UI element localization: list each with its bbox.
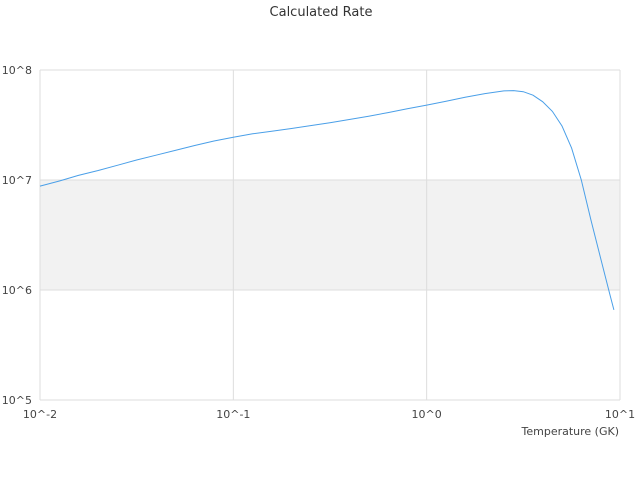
x-tick-label: 10^-1 bbox=[216, 408, 250, 421]
x-tick-label: 10^1 bbox=[605, 408, 635, 421]
x-tick-label: 10^0 bbox=[412, 408, 442, 421]
y-tick-label: 10^5 bbox=[2, 394, 32, 407]
x-tick-label: 10^-2 bbox=[23, 408, 57, 421]
y-band bbox=[40, 180, 620, 290]
background-bands bbox=[40, 180, 620, 290]
y-tick-label: 10^8 bbox=[2, 64, 32, 77]
tick-labels: 10^5 10^6 10^7 10^8 10^-2 10^-1 10^0 10^1 bbox=[2, 64, 635, 421]
grid-lines bbox=[39, 69, 621, 401]
y-tick-label: 10^6 bbox=[2, 284, 32, 297]
series-line bbox=[39, 90, 615, 311]
chart-title: Calculated Rate bbox=[270, 5, 373, 20]
x-axis-label: Temperature (GK) bbox=[521, 425, 620, 438]
series-layer bbox=[39, 90, 615, 311]
y-tick-label: 10^7 bbox=[2, 174, 32, 187]
